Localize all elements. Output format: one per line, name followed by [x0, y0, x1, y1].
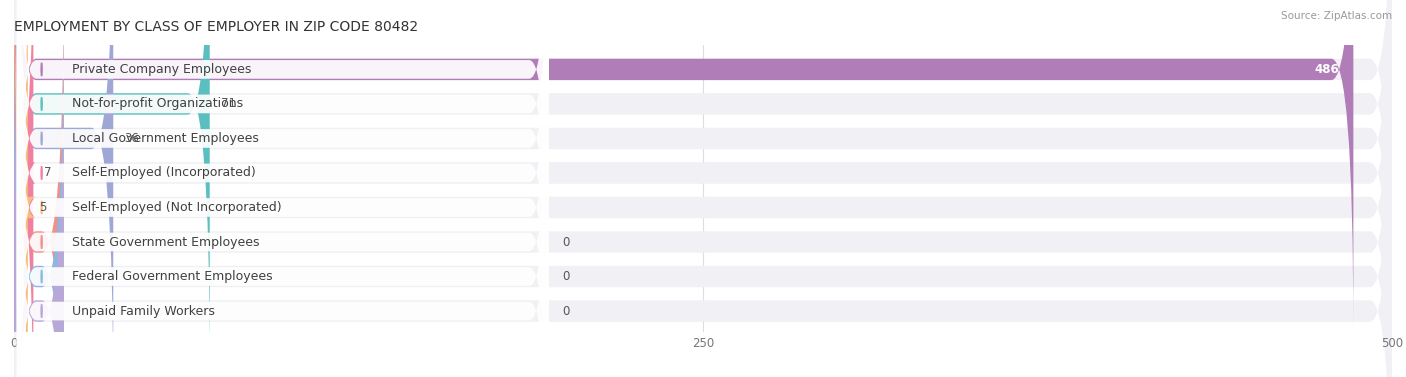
- Text: State Government Employees: State Government Employees: [72, 236, 260, 248]
- FancyBboxPatch shape: [14, 0, 1392, 377]
- FancyBboxPatch shape: [17, 0, 548, 377]
- FancyBboxPatch shape: [14, 0, 1392, 335]
- FancyBboxPatch shape: [17, 44, 548, 377]
- FancyBboxPatch shape: [14, 0, 1392, 369]
- Text: Unpaid Family Workers: Unpaid Family Workers: [72, 305, 215, 317]
- Text: Self-Employed (Not Incorporated): Self-Employed (Not Incorporated): [72, 201, 281, 214]
- Text: 486: 486: [1315, 63, 1340, 76]
- FancyBboxPatch shape: [17, 0, 548, 377]
- Text: Local Government Employees: Local Government Employees: [72, 132, 259, 145]
- Text: 5: 5: [39, 201, 46, 214]
- FancyBboxPatch shape: [14, 11, 1392, 377]
- Text: 7: 7: [45, 167, 52, 179]
- FancyBboxPatch shape: [14, 0, 1354, 335]
- FancyBboxPatch shape: [17, 79, 548, 377]
- Text: Federal Government Employees: Federal Government Employees: [72, 270, 273, 283]
- Text: 71: 71: [221, 97, 236, 110]
- Text: Source: ZipAtlas.com: Source: ZipAtlas.com: [1281, 11, 1392, 21]
- FancyBboxPatch shape: [6, 0, 37, 377]
- FancyBboxPatch shape: [17, 0, 548, 302]
- Text: Private Company Employees: Private Company Employees: [72, 63, 252, 76]
- FancyBboxPatch shape: [17, 10, 548, 377]
- FancyBboxPatch shape: [14, 46, 1392, 377]
- FancyBboxPatch shape: [14, 0, 1392, 377]
- Text: 36: 36: [124, 132, 139, 145]
- FancyBboxPatch shape: [14, 46, 63, 377]
- FancyBboxPatch shape: [17, 0, 548, 336]
- FancyBboxPatch shape: [14, 0, 209, 369]
- Text: 0: 0: [562, 270, 569, 283]
- Text: EMPLOYMENT BY CLASS OF EMPLOYER IN ZIP CODE 80482: EMPLOYMENT BY CLASS OF EMPLOYER IN ZIP C…: [14, 20, 418, 34]
- FancyBboxPatch shape: [14, 0, 1392, 377]
- FancyBboxPatch shape: [14, 11, 63, 377]
- FancyBboxPatch shape: [14, 0, 63, 377]
- Text: Not-for-profit Organizations: Not-for-profit Organizations: [72, 97, 243, 110]
- FancyBboxPatch shape: [11, 0, 37, 377]
- Text: 0: 0: [562, 305, 569, 317]
- FancyBboxPatch shape: [17, 0, 548, 371]
- FancyBboxPatch shape: [14, 0, 114, 377]
- Text: 0: 0: [562, 236, 569, 248]
- FancyBboxPatch shape: [14, 0, 1392, 377]
- Text: Self-Employed (Incorporated): Self-Employed (Incorporated): [72, 167, 256, 179]
